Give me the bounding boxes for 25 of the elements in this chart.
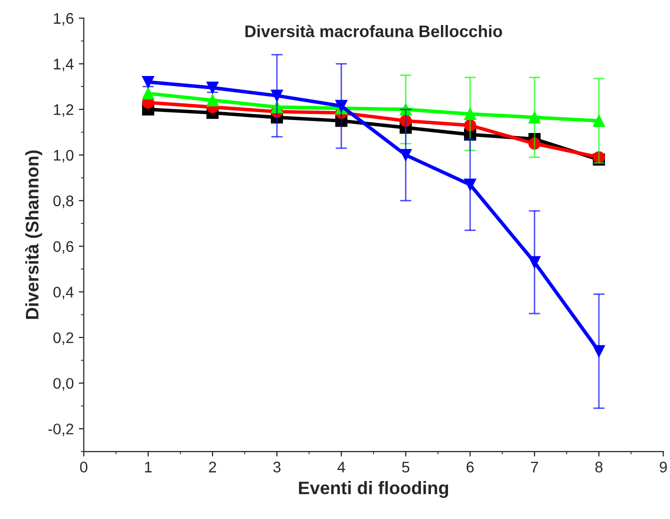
point (206, 94, 219, 106)
y-tick-label: 1,6 (54, 13, 74, 26)
y-tick-label: 1,2 (54, 104, 74, 117)
y-tick-label: 0,2 (53, 332, 74, 345)
x-tick-label: 0 (80, 462, 88, 472)
point (142, 87, 154, 100)
x-tick-label: 8 (595, 462, 602, 472)
x-tick-label: 2 (209, 462, 216, 472)
y-tick-label: 0,6 (53, 241, 74, 254)
x-tick-label: 3 (273, 462, 281, 472)
y-tick-label: 0,4 (53, 286, 74, 300)
y-tick-label: 0,0 (53, 378, 74, 391)
y-axis-title: Diversità (Shannon) (25, 150, 42, 319)
y-tick-label: -0,2 (48, 424, 74, 436)
y-tick-label: 1,4 (54, 58, 74, 72)
x-tick-label: 1 (145, 462, 152, 472)
x-tick-label: 6 (466, 462, 474, 472)
x-tick-label: 7 (531, 462, 538, 472)
y-tick-label: 1,0 (54, 150, 74, 163)
y-tick-label: 0,8 (53, 196, 74, 208)
x-axis-title: Eventi di flooding (299, 481, 448, 498)
x-tick-label: 5 (402, 462, 410, 472)
x-tick-label: 9 (660, 462, 667, 472)
x-tick-label: 4 (337, 462, 346, 472)
chart-title: Diversità macrofauna Bellocchio (245, 24, 502, 38)
